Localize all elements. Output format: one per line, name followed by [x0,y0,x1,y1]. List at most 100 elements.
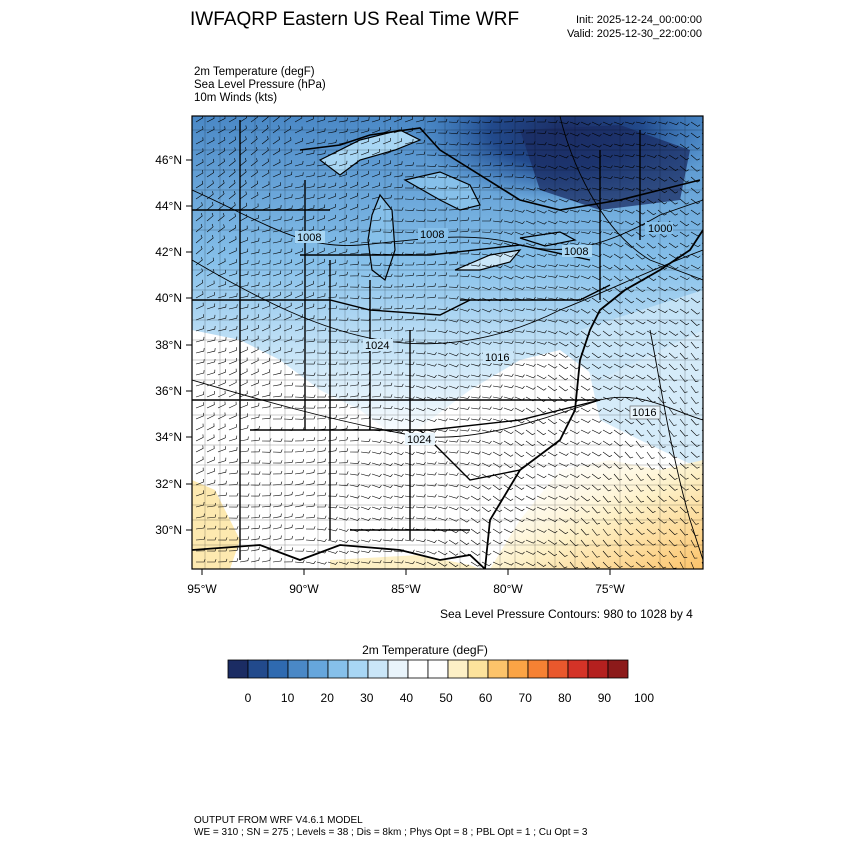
wind-barb [272,227,282,233]
wind-barb [602,308,612,315]
wind-barb [327,150,337,156]
wind-barb [668,297,679,303]
colorbar-swatch [387,659,409,679]
wind-barb [459,439,470,443]
wind-barb [371,404,382,409]
wind-barb [250,249,260,255]
wind-barb [393,395,404,399]
wind-barb [679,407,688,415]
wind-barb [371,393,382,398]
wind-barb [525,352,536,356]
lat-tick: 46°N [155,153,182,167]
wind-barb [591,297,602,303]
wind-barb [635,319,646,325]
wind-barb [195,116,204,123]
colorbar-swatch [267,659,289,679]
wind-barb [569,121,580,125]
wind-barb [437,341,448,345]
wind-barb [338,382,349,387]
wind-barb [228,315,238,321]
wind-barb [591,154,602,159]
wind-barb [646,561,656,568]
wind-barb [547,517,558,522]
wind-barb [624,374,635,379]
wind-barb [206,434,215,442]
wind-barb [283,116,291,123]
wind-barb [426,516,437,520]
wind-barb [316,225,325,233]
wind-barb [195,513,205,519]
wind-barb [228,293,238,299]
wind-barb [239,180,247,189]
wind-barb [547,220,558,225]
wind-barb [646,363,657,369]
wind-barb [426,483,437,487]
wind-barb [536,307,547,311]
wind-barb [492,195,503,200]
wind-barb [481,528,492,534]
wind-barb [503,196,514,201]
wind-barb [250,215,259,222]
wind-barb [327,361,338,365]
wind-barb [228,259,237,266]
isobar-labels: 1008 1008 1008 1000 1024 1016 1024 1016 [295,222,673,446]
wind-barb [283,205,293,211]
wind-barb [679,209,690,216]
wind-barb [514,539,525,544]
wind-barb [679,220,690,227]
lat-tick: 40°N [155,291,182,305]
wind-barb [393,229,404,234]
wind-barb [668,528,678,535]
wind-barb [437,283,448,288]
wind-barb [327,339,338,343]
wind-barb [646,143,657,147]
wind-barb [404,373,415,377]
wind-barb [470,297,481,301]
wind-barb [283,280,292,288]
wind-barb [602,451,613,458]
wind-barb [371,528,382,532]
wind-barb [437,352,448,356]
wind-barb [261,227,271,233]
wind-barb [283,259,292,266]
wind-barb [525,340,536,344]
wind-barb [690,418,700,426]
wind-barb [679,550,688,559]
wind-barb [492,341,503,345]
wind-barb [481,162,492,167]
wind-barb [591,319,602,326]
wind-barb [393,195,404,200]
wind-barb [239,225,248,233]
wind-barb [580,219,591,223]
wind-barb [459,374,470,378]
wind-barb [195,234,203,244]
model-footer: OUTPUT FROM WRF V4.6.1 MODEL WE = 310 ; … [194,815,587,839]
wind-barb [459,428,470,432]
wind-barb [305,549,316,553]
wind-barb [525,220,536,225]
wind-barb [613,231,624,236]
wind-barb [591,121,602,126]
wind-barb [492,362,503,366]
wind-barb [217,558,228,563]
wind-barb [426,175,437,179]
wind-barb [393,407,404,411]
wind-barb [657,451,666,459]
wind-barb [514,418,525,424]
wind-barb [624,231,635,237]
wind-barb [283,160,292,167]
wind-barb [525,418,536,424]
wind-barb [525,187,536,191]
wind-barb [195,412,204,420]
wind-barb [404,505,415,509]
wind-barb [448,307,459,311]
wind-barb [393,440,404,444]
wind-barb [393,273,404,277]
wind-barb [228,325,238,332]
wind-barb [327,436,337,442]
wind-barb [470,341,481,346]
wind-barb [349,539,360,543]
wind-barb [228,179,236,189]
wind-barb [250,379,259,387]
wind-barb [613,341,624,347]
